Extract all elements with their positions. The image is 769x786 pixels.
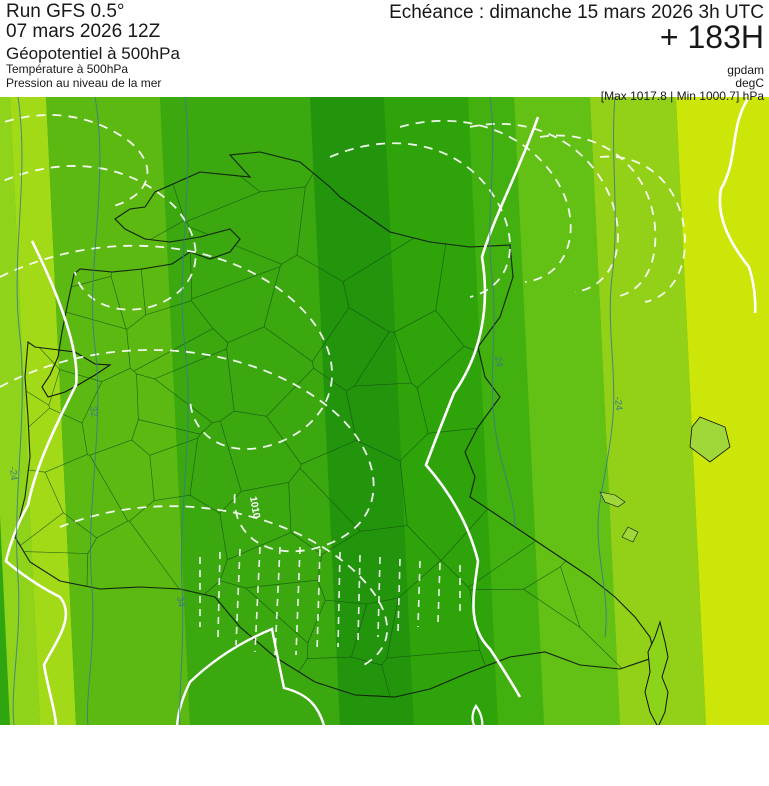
svg-text:-24: -24 — [7, 466, 19, 481]
svg-text:34: 34 — [174, 596, 187, 608]
svg-text:24: 24 — [492, 356, 505, 368]
svg-text:32: 32 — [87, 406, 100, 418]
svg-text:-24: -24 — [612, 396, 624, 411]
